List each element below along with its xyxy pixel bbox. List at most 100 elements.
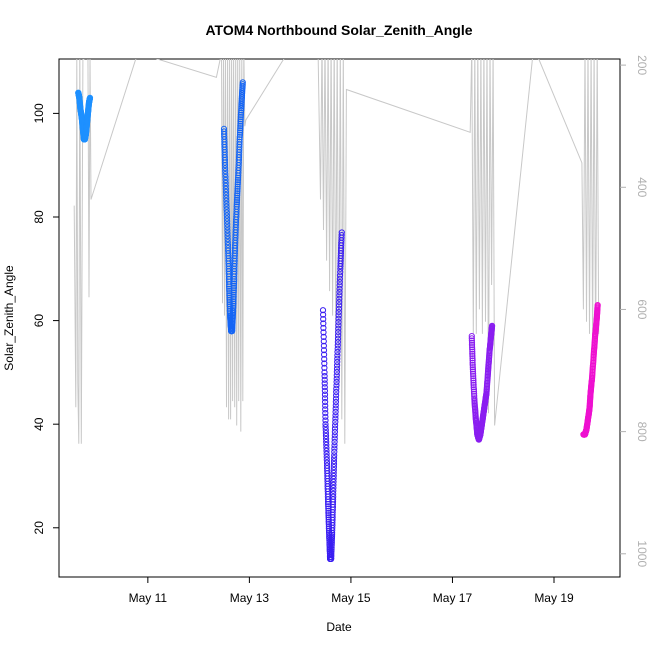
data-point xyxy=(332,415,339,422)
data-point xyxy=(468,333,475,340)
data-point xyxy=(333,372,340,379)
data-point xyxy=(226,299,233,306)
data-point xyxy=(322,421,329,428)
data-point xyxy=(468,341,476,349)
data-point xyxy=(222,179,229,187)
data-point xyxy=(336,279,343,286)
data-point xyxy=(330,478,337,485)
data-point xyxy=(239,79,246,86)
data-point xyxy=(335,329,342,336)
series-3 xyxy=(319,229,345,563)
data-point xyxy=(334,358,341,366)
data-point xyxy=(236,131,244,138)
data-point xyxy=(335,325,342,332)
y2-tick-label: 200 xyxy=(635,55,649,75)
series-5 xyxy=(580,302,601,438)
data-point xyxy=(233,203,240,210)
y-tick-label: 60 xyxy=(32,314,46,328)
data-point xyxy=(331,445,338,452)
data-point xyxy=(234,181,241,188)
x-axis-label: Date xyxy=(326,620,352,634)
data-point xyxy=(333,385,340,392)
data-point xyxy=(334,335,342,342)
data-point xyxy=(335,315,342,322)
data-point xyxy=(322,424,329,431)
data-point xyxy=(223,200,230,207)
data-point xyxy=(234,185,241,192)
data-point xyxy=(322,406,329,413)
data-point xyxy=(321,387,328,394)
data-point xyxy=(336,302,343,309)
data-point xyxy=(234,179,241,186)
series-2 xyxy=(220,79,246,335)
data-point xyxy=(469,357,476,364)
data-point xyxy=(489,322,496,329)
data-point xyxy=(224,218,231,225)
chart-title: ATOM4 Northbound Solar_Zenith_Angle xyxy=(205,22,472,38)
data-point xyxy=(338,232,345,239)
data-point xyxy=(224,236,231,243)
data-point xyxy=(470,373,477,380)
data-point xyxy=(237,129,244,136)
data-point xyxy=(226,292,233,299)
data-point xyxy=(335,312,342,319)
altitude-line xyxy=(73,59,600,444)
data-point xyxy=(224,227,231,234)
data-point xyxy=(226,294,233,301)
data-point xyxy=(222,182,229,189)
data-point xyxy=(470,375,477,382)
data-point xyxy=(322,430,329,437)
data-point xyxy=(468,337,475,344)
data-point xyxy=(331,455,338,462)
data-point xyxy=(336,289,343,296)
data-point xyxy=(330,469,337,477)
data-point xyxy=(234,176,242,184)
data-point xyxy=(237,120,244,127)
data-point xyxy=(222,173,229,181)
data-point xyxy=(336,282,343,289)
data-point xyxy=(330,461,338,468)
data-point xyxy=(334,348,341,356)
data-point xyxy=(330,484,337,491)
data-point xyxy=(320,316,327,323)
data-point xyxy=(469,361,476,369)
data-point xyxy=(470,386,477,393)
data-point xyxy=(224,239,231,246)
y2-tick-label: 1000 xyxy=(635,540,649,567)
data-point xyxy=(223,203,230,210)
y-axis-left: 20 40 60 80 100 xyxy=(32,103,59,534)
data-point xyxy=(335,322,342,329)
data-point xyxy=(336,299,343,306)
data-point xyxy=(330,458,338,465)
data-point xyxy=(332,418,339,426)
data-point xyxy=(331,438,338,446)
data-point xyxy=(320,333,327,340)
data-point xyxy=(332,422,339,429)
data-point xyxy=(337,269,344,276)
data-point xyxy=(332,402,339,409)
data-point xyxy=(329,531,336,538)
data-point xyxy=(323,450,330,457)
data-point xyxy=(323,447,330,454)
data-point xyxy=(469,366,476,373)
y-tick-label: 80 xyxy=(32,210,46,224)
data-point xyxy=(234,188,241,195)
data-point xyxy=(237,109,245,116)
data-point xyxy=(224,230,231,237)
data-point xyxy=(86,94,94,101)
y2-tick-label: 800 xyxy=(635,422,649,442)
data-point xyxy=(330,475,337,482)
series-4 xyxy=(468,322,496,443)
data-point xyxy=(237,125,244,132)
data-point xyxy=(320,329,327,336)
data-point xyxy=(334,362,341,369)
data-point xyxy=(335,305,343,312)
data-point xyxy=(334,339,341,346)
x-tick-label: May 11 xyxy=(129,591,168,605)
data-point xyxy=(325,523,332,530)
data-point xyxy=(221,162,229,169)
data-point xyxy=(222,171,229,178)
data-point xyxy=(328,533,336,540)
data-point xyxy=(336,275,343,282)
